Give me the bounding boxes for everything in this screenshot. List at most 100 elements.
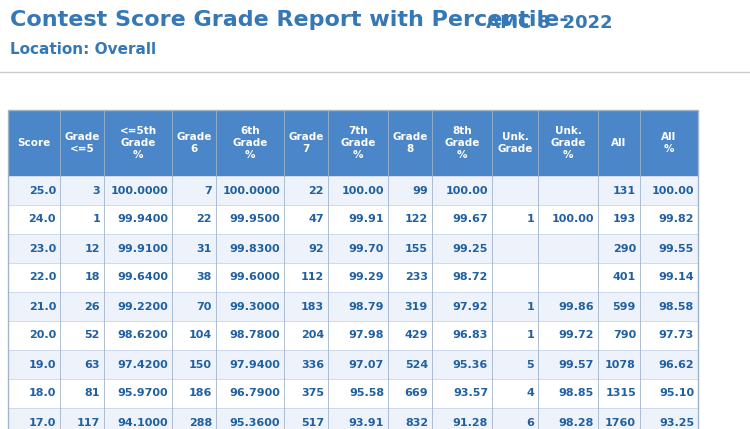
Text: 95.36: 95.36 [453, 360, 488, 369]
Text: 99.3000: 99.3000 [230, 302, 280, 311]
Text: 429: 429 [404, 330, 428, 341]
Text: 21.0: 21.0 [28, 302, 56, 311]
Text: 99.70: 99.70 [349, 244, 384, 254]
Text: 100.0000: 100.0000 [110, 185, 168, 196]
Text: 7: 7 [204, 185, 212, 196]
Text: 99.91: 99.91 [348, 214, 384, 224]
Bar [8, 110, 698, 176]
Text: Grade
7: Grade 7 [288, 132, 324, 154]
Text: 91.28: 91.28 [452, 417, 488, 428]
Text: 401: 401 [613, 272, 636, 283]
Text: 96.83: 96.83 [452, 330, 488, 341]
Text: 99.67: 99.67 [452, 214, 488, 224]
Text: 131: 131 [613, 185, 636, 196]
Text: Grade
6: Grade 6 [176, 132, 212, 154]
Text: 18: 18 [85, 272, 100, 283]
Text: 19.0: 19.0 [28, 360, 56, 369]
Text: 112: 112 [301, 272, 324, 283]
Text: 96.7900: 96.7900 [230, 389, 280, 399]
Text: 1078: 1078 [605, 360, 636, 369]
Text: 99.8300: 99.8300 [230, 244, 280, 254]
Text: 100.00: 100.00 [551, 214, 594, 224]
Text: 669: 669 [404, 389, 428, 399]
Text: AMC 8  2022: AMC 8 2022 [480, 14, 613, 32]
Text: 99.2200: 99.2200 [117, 302, 168, 311]
Text: 599: 599 [613, 302, 636, 311]
Text: 47: 47 [308, 214, 324, 224]
Text: 288: 288 [189, 417, 212, 428]
Text: 186: 186 [189, 389, 212, 399]
Text: 790: 790 [613, 330, 636, 341]
Text: Unk.
Grade
%: Unk. Grade % [550, 126, 586, 160]
Text: 99.57: 99.57 [559, 360, 594, 369]
Text: 96.62: 96.62 [658, 360, 694, 369]
Text: 832: 832 [405, 417, 428, 428]
Text: 98.85: 98.85 [559, 389, 594, 399]
Text: 98.28: 98.28 [559, 417, 594, 428]
Text: 99.9400: 99.9400 [117, 214, 168, 224]
Bar [8, 292, 698, 321]
Bar [8, 110, 698, 429]
Text: 4: 4 [526, 389, 534, 399]
Text: 100.00: 100.00 [446, 185, 488, 196]
Text: 3: 3 [92, 185, 100, 196]
Text: 150: 150 [189, 360, 212, 369]
Text: 193: 193 [613, 214, 636, 224]
Text: 99.14: 99.14 [658, 272, 694, 283]
Text: 290: 290 [613, 244, 636, 254]
Text: 1315: 1315 [605, 389, 636, 399]
Text: 20.0: 20.0 [28, 330, 56, 341]
Text: 93.25: 93.25 [658, 417, 694, 428]
Text: 22: 22 [308, 185, 324, 196]
Text: 95.3600: 95.3600 [230, 417, 280, 428]
Text: 22.0: 22.0 [28, 272, 56, 283]
Text: 18.0: 18.0 [28, 389, 56, 399]
Text: 319: 319 [405, 302, 428, 311]
Text: 98.7800: 98.7800 [230, 330, 280, 341]
Text: 97.4200: 97.4200 [117, 360, 168, 369]
Text: 99.72: 99.72 [559, 330, 594, 341]
Text: 99.29: 99.29 [348, 272, 384, 283]
Text: 63: 63 [85, 360, 100, 369]
Text: Grade
8: Grade 8 [392, 132, 427, 154]
Text: 97.07: 97.07 [349, 360, 384, 369]
Text: 93.57: 93.57 [453, 389, 488, 399]
Text: 97.92: 97.92 [452, 302, 488, 311]
Text: 100.0000: 100.0000 [222, 185, 280, 196]
Text: 233: 233 [405, 272, 428, 283]
Text: 122: 122 [405, 214, 428, 224]
Text: 6: 6 [526, 417, 534, 428]
Bar [8, 408, 698, 429]
Text: 23.0: 23.0 [28, 244, 56, 254]
Text: 12: 12 [85, 244, 100, 254]
Bar [8, 176, 698, 205]
Text: Contest Score Grade Report with Percentile-: Contest Score Grade Report with Percenti… [10, 10, 568, 30]
Text: 99.25: 99.25 [452, 244, 488, 254]
Text: 99.6000: 99.6000 [230, 272, 280, 283]
Text: 38: 38 [196, 272, 212, 283]
Text: 97.98: 97.98 [349, 330, 384, 341]
Text: 98.72: 98.72 [452, 272, 488, 283]
Text: 99.9500: 99.9500 [230, 214, 280, 224]
Text: 204: 204 [301, 330, 324, 341]
Text: 99.55: 99.55 [658, 244, 694, 254]
Text: 155: 155 [405, 244, 428, 254]
Text: 100.00: 100.00 [341, 185, 384, 196]
Bar [8, 263, 698, 292]
Text: 25.0: 25.0 [28, 185, 56, 196]
Text: Location: Overall: Location: Overall [10, 42, 156, 57]
Text: 1: 1 [526, 302, 534, 311]
Text: 81: 81 [85, 389, 100, 399]
Text: 99.86: 99.86 [558, 302, 594, 311]
Text: 5: 5 [526, 360, 534, 369]
Text: 1760: 1760 [605, 417, 636, 428]
Bar [8, 234, 698, 263]
Text: 7th
Grade
%: 7th Grade % [340, 126, 376, 160]
Text: 95.58: 95.58 [349, 389, 384, 399]
Text: 95.10: 95.10 [658, 389, 694, 399]
Text: 98.58: 98.58 [658, 302, 694, 311]
Text: 117: 117 [76, 417, 100, 428]
Text: 104: 104 [189, 330, 212, 341]
Text: 517: 517 [301, 417, 324, 428]
Text: 99.6400: 99.6400 [117, 272, 168, 283]
